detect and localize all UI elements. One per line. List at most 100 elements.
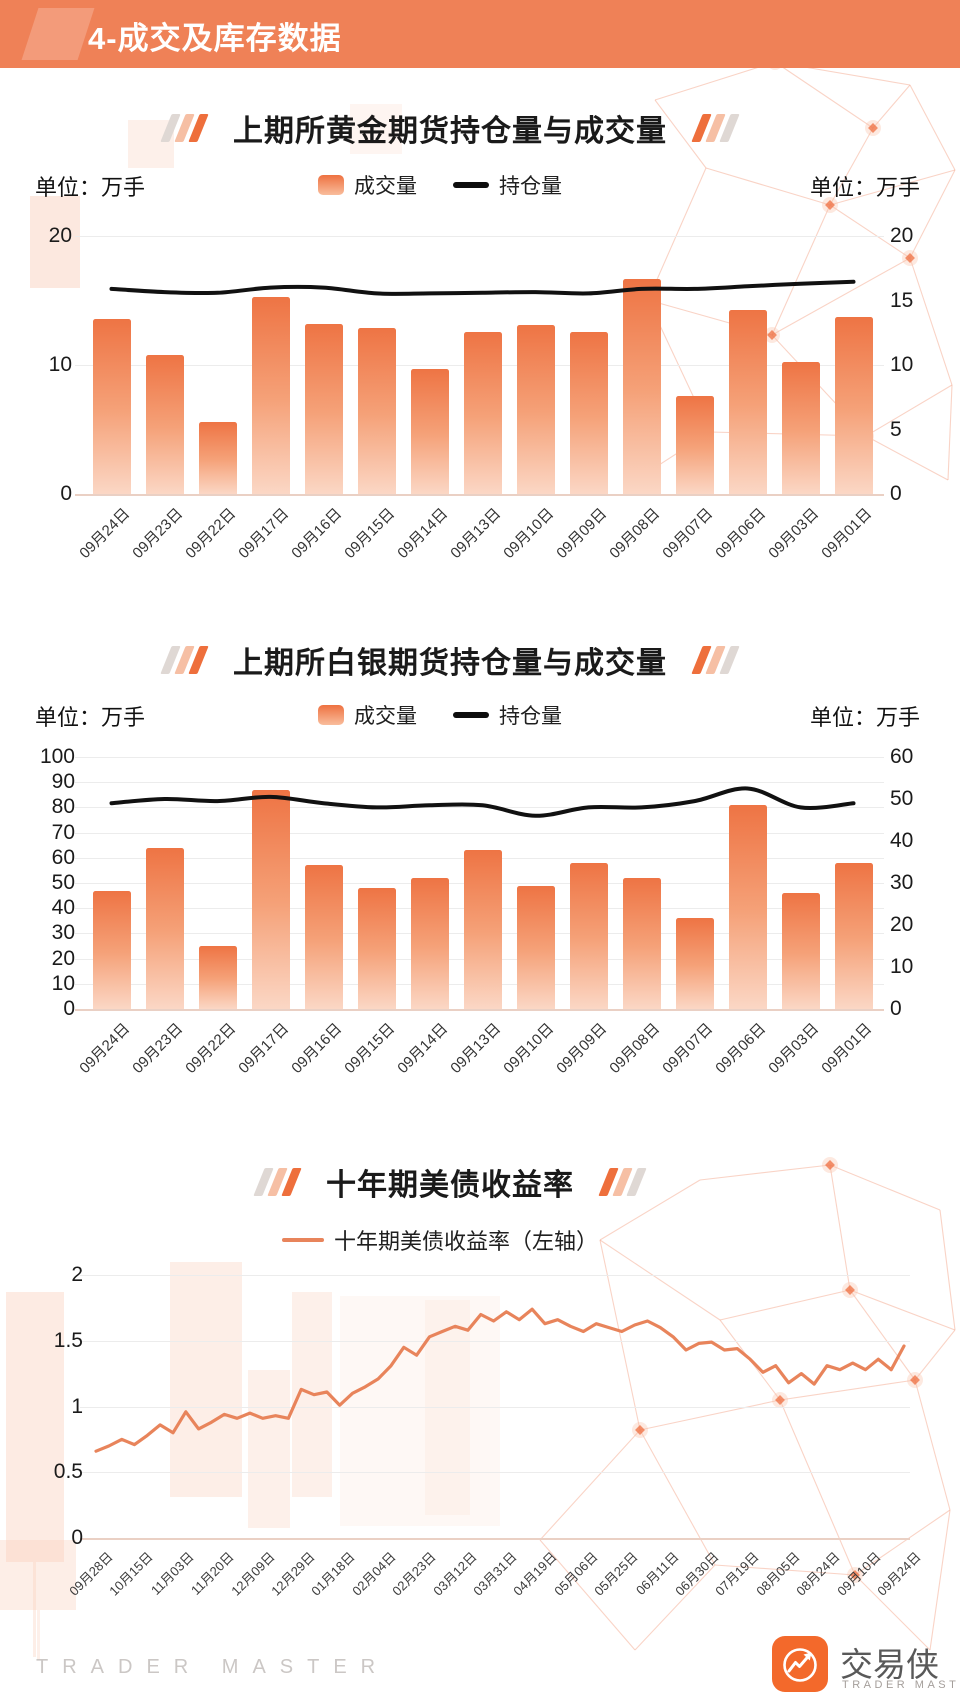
page-title: 4-成交及库存数据 bbox=[88, 21, 342, 56]
volume-legend-label: 成交量 bbox=[354, 175, 417, 198]
y-axis-right-tick-label: 0 bbox=[890, 482, 902, 505]
x-axis-tick-label: 09月09日 bbox=[552, 505, 610, 562]
x-axis-tick-label: 09月22日 bbox=[181, 505, 239, 562]
brand-name-en: TRADER MASTER bbox=[842, 1679, 960, 1691]
x-axis-tick-label: 09月03日 bbox=[764, 505, 822, 562]
volume-legend-item: 成交量 bbox=[318, 170, 417, 200]
gold-chart-title: 上期所黄金期货持仓量与成交量 bbox=[233, 115, 667, 148]
x-axis-tick-label: 09月17日 bbox=[234, 505, 292, 562]
x-axis-tick-label: 09月16日 bbox=[287, 1020, 345, 1077]
candle-shape-decoration bbox=[30, 196, 80, 288]
x-axis-tick-label: 09月09日 bbox=[552, 1020, 610, 1077]
volume-bar bbox=[569, 331, 608, 494]
y-axis-right-tick-label: 10 bbox=[890, 353, 914, 376]
y-axis-left-tick-label: 0.5 bbox=[53, 1460, 83, 1484]
y-axis-left-tick-label: 90 bbox=[51, 770, 75, 794]
volume-bar bbox=[410, 878, 449, 1009]
header-decoration bbox=[21, 8, 95, 60]
x-axis-tick-label: 08月05日 bbox=[753, 1549, 803, 1599]
network-line bbox=[929, 1509, 951, 1651]
x-axis-tick-label: 09月01日 bbox=[817, 505, 875, 562]
trader-master-logo-icon bbox=[772, 1636, 828, 1692]
volume-bar bbox=[198, 946, 237, 1009]
x-axis-tick-label: 03月31日 bbox=[470, 1549, 520, 1599]
network-node bbox=[767, 330, 777, 340]
network-line bbox=[719, 1319, 781, 1401]
network-line bbox=[771, 204, 831, 336]
y-axis-right-tick-label: 30 bbox=[890, 871, 914, 894]
network-node bbox=[845, 1285, 855, 1295]
open-interest-legend-label: 持仓量 bbox=[499, 705, 562, 728]
volume-bar bbox=[728, 804, 767, 1009]
network-line bbox=[639, 1399, 781, 1431]
network-line bbox=[719, 1289, 851, 1321]
x-axis-tick-label: 09月24日 bbox=[75, 505, 133, 562]
x-axis-tick-label: 03月12日 bbox=[429, 1549, 480, 1599]
silver-chart-title-row: 上期所白银期货持仓量与成交量 bbox=[0, 638, 900, 682]
volume-bar bbox=[728, 309, 767, 494]
y-axis-right-tick-label: 0 bbox=[890, 997, 902, 1020]
y-axis-left-tick-label: 60 bbox=[51, 845, 75, 869]
volume-bar bbox=[675, 918, 714, 1009]
y-axis-right-tick-label: 10 bbox=[890, 955, 914, 978]
gridline bbox=[80, 1472, 910, 1474]
gold-unit-left-label: 单位：万手 bbox=[35, 175, 146, 200]
x-axis-tick-label: 09月23日 bbox=[128, 1020, 186, 1077]
network-line bbox=[539, 1429, 641, 1541]
gridline bbox=[75, 236, 884, 237]
candle-wick-decoration bbox=[37, 1610, 40, 1660]
y-axis-left-tick-label: 1 bbox=[71, 1394, 83, 1418]
y-axis-right-tick-label: 50 bbox=[890, 787, 914, 810]
x-axis-tick-label: 09月10日 bbox=[499, 1020, 557, 1077]
network-node-halo bbox=[907, 1372, 923, 1388]
x-axis-tick-label: 09月13日 bbox=[446, 1020, 504, 1077]
volume-legend-item: 成交量 bbox=[318, 700, 417, 730]
volume-bar bbox=[622, 878, 661, 1009]
gridline bbox=[75, 757, 884, 758]
x-axis-tick-label: 09月06日 bbox=[711, 1020, 769, 1077]
network-node-halo bbox=[632, 1422, 648, 1438]
open-interest-swatch-icon bbox=[453, 712, 489, 718]
logo-chart-arrow-icon bbox=[783, 1648, 817, 1682]
y-axis-right-tick-label: 60 bbox=[890, 745, 914, 768]
volume-swatch-icon bbox=[318, 175, 344, 195]
candle-shape-decoration bbox=[292, 1292, 332, 1497]
volume-bar bbox=[569, 862, 608, 1009]
volume-bar bbox=[357, 888, 396, 1009]
y-axis-right-tick-label: 20 bbox=[890, 913, 914, 936]
y-axis-right-tick-label: 40 bbox=[890, 829, 914, 852]
y-axis-left-tick-label: 0 bbox=[63, 997, 75, 1020]
x-axis-tick-label: 09月13日 bbox=[446, 505, 504, 562]
network-line bbox=[914, 1329, 956, 1381]
silver-unit-right-label: 单位：万手 bbox=[809, 705, 920, 730]
silver-unit-left-label: 单位：万手 bbox=[35, 705, 146, 730]
gold-chart-legend-row: 单位：万手 成交量 持仓量 单位：万手 bbox=[0, 168, 960, 200]
x-axis-tick-label: 09月15日 bbox=[340, 505, 398, 562]
x-axis-tick-label: 05月25日 bbox=[591, 1549, 641, 1599]
x-axis-tick-label: 09月24日 bbox=[874, 1549, 924, 1599]
title-slash-decoration-left bbox=[160, 646, 209, 674]
x-axis-tick-label: 09月10日 bbox=[499, 505, 557, 562]
x-axis-baseline bbox=[75, 494, 884, 496]
volume-bar bbox=[251, 789, 290, 1009]
volume-bar bbox=[92, 318, 131, 494]
volume-bar bbox=[198, 421, 237, 494]
silver-chart-legend-row: 单位：万手 成交量 持仓量 单位：万手 bbox=[0, 698, 960, 730]
y-axis-left-tick-label: 10 bbox=[48, 353, 72, 376]
silver-chart-title: 上期所白银期货持仓量与成交量 bbox=[233, 647, 667, 680]
y-axis-left-tick-label: 70 bbox=[51, 820, 75, 844]
open-interest-legend-item: 持仓量 bbox=[453, 700, 562, 730]
network-line bbox=[914, 1379, 951, 1511]
candle-shape-decoration bbox=[0, 1540, 76, 1610]
x-axis-tick-label: 09月08日 bbox=[605, 1020, 663, 1077]
gold-chart-title-row: 上期所黄金期货持仓量与成交量 bbox=[0, 106, 900, 150]
y-axis-left-tick-label: 40 bbox=[51, 896, 75, 920]
y-axis-right-tick-label: 5 bbox=[890, 417, 902, 441]
x-axis-tick-label: 04月19日 bbox=[510, 1549, 561, 1599]
gridline bbox=[80, 1275, 910, 1276]
candle-shape-decoration bbox=[170, 1262, 242, 1497]
network-line bbox=[779, 1379, 916, 1401]
volume-swatch-icon bbox=[318, 705, 344, 725]
y-axis-left-tick-label: 2 bbox=[71, 1263, 83, 1286]
